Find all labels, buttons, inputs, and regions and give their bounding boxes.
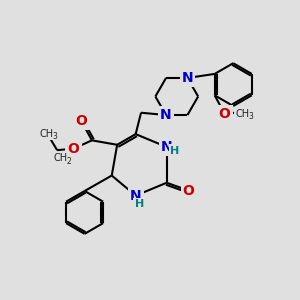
Text: 3: 3 [52, 132, 57, 141]
Text: O: O [219, 107, 230, 121]
Text: H: H [170, 146, 180, 155]
Text: CH: CH [40, 129, 54, 139]
Text: 3: 3 [248, 112, 253, 121]
Text: H: H [135, 199, 144, 209]
Text: N: N [161, 140, 172, 154]
Text: N: N [182, 71, 193, 85]
Text: N: N [130, 189, 142, 202]
Text: CH: CH [54, 154, 68, 164]
Text: N: N [160, 108, 172, 122]
Text: O: O [183, 184, 195, 198]
Text: CH: CH [235, 109, 249, 119]
Text: O: O [68, 142, 80, 156]
Text: O: O [76, 114, 87, 128]
Text: 2: 2 [66, 157, 71, 166]
